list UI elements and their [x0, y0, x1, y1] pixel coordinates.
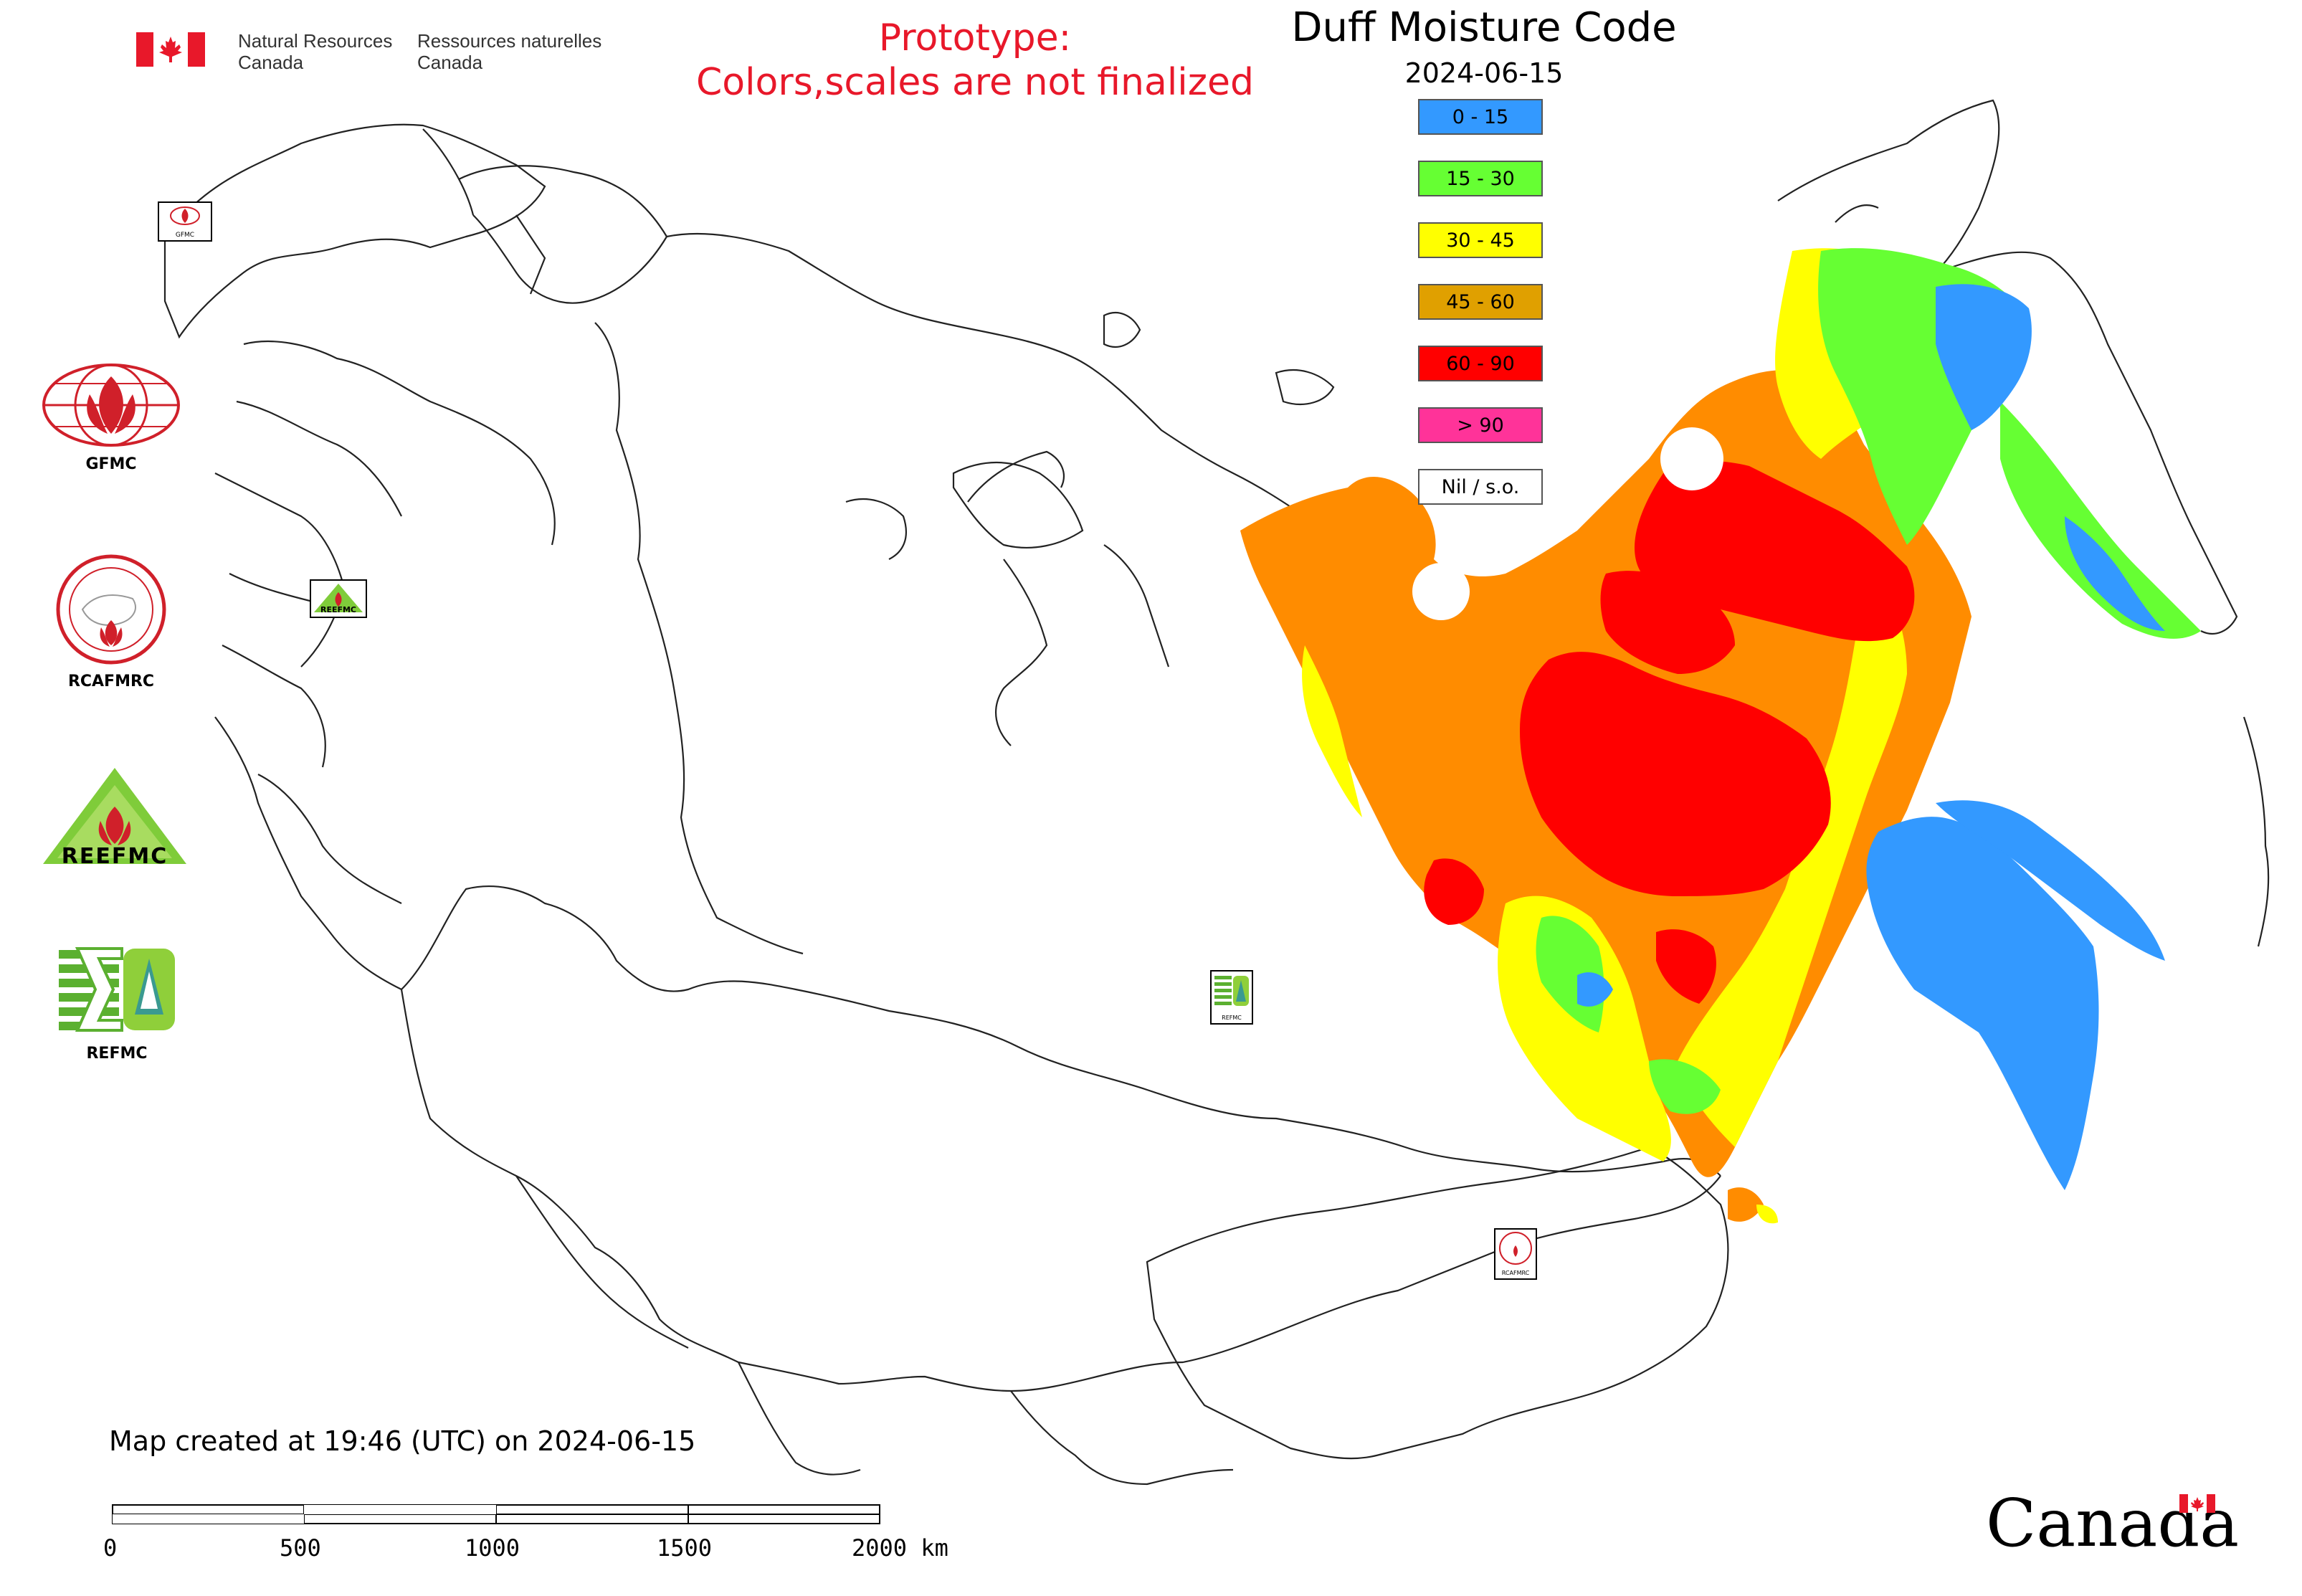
prototype-notice: Prototype: Colors,scales are not finaliz…	[660, 16, 1290, 105]
wordmark-flag-icon	[2179, 1494, 2215, 1513]
country-outlines	[163, 99, 2270, 1486]
legend-item-60-90: 60 - 90	[1418, 346, 1543, 381]
rcafmrc-mini-label: RCAFMRC	[1501, 1270, 1530, 1276]
gfmc-logo: GFMC	[39, 362, 183, 473]
legend-label: 60 - 90	[1446, 352, 1515, 375]
legend-label: 30 - 45	[1446, 229, 1515, 252]
legend-label: 45 - 60	[1446, 290, 1515, 313]
scale-label-0: 0	[103, 1534, 118, 1562]
gfmc-mini-label: GFMC	[175, 232, 195, 239]
map-date: 2024-06-15	[1404, 57, 1564, 89]
refmc-emblem-icon	[56, 943, 178, 1036]
scale-label-1500: 1500	[657, 1534, 713, 1562]
gfmc-label: GFMC	[85, 455, 137, 473]
prototype-line2: Colors,scales are not finalized	[695, 61, 1255, 104]
gfmc-mini-icon	[170, 206, 200, 225]
gov-name-fr-line2: Canada	[417, 52, 483, 73]
map-marker-rcafmrc: RCAFMRC	[1494, 1228, 1537, 1280]
prototype-line1: Prototype:	[878, 16, 1072, 60]
gov-name-en-line2: Canada	[238, 52, 304, 73]
map-marker-reefmc: REEFMC	[310, 579, 367, 618]
dmc-field	[1240, 248, 2201, 1224]
legend-label: > 90	[1457, 414, 1504, 437]
legend-label: 15 - 30	[1446, 167, 1515, 190]
reefmc-mini-label: REEFMC	[320, 605, 357, 614]
rcafmrc-emblem-icon	[56, 554, 166, 665]
canada-wordmark: Canada	[1986, 1484, 2239, 1563]
gov-name-fr: Ressources naturelles Canada	[417, 30, 601, 73]
refmc-mini-label: REFMC	[1222, 1015, 1242, 1021]
gov-name-en-line1: Natural Resources	[238, 30, 393, 52]
rcafmrc-logo: RCAFMRC	[54, 552, 168, 690]
rcafmrc-label: RCAFMRC	[67, 673, 155, 690]
legend-item-over-90: > 90	[1418, 407, 1543, 443]
legend-item-0-15: 0 - 15	[1418, 99, 1543, 135]
refmc-mini-icon	[1214, 976, 1249, 1006]
scale-bar	[112, 1504, 880, 1524]
scale-label-2000: 2000 km	[852, 1534, 948, 1562]
legend-label: 0 - 15	[1452, 105, 1509, 128]
reefmc-mini-icon	[314, 584, 363, 612]
rcafmrc-mini-icon	[1499, 1232, 1532, 1265]
legend-item-nil: Nil / s.o.	[1418, 469, 1543, 505]
legend-item-45-60: 45 - 60	[1418, 284, 1543, 320]
map-marker-gfmc: GFMC	[158, 201, 212, 242]
reefmc-emblem-icon	[43, 768, 186, 864]
legend-item-30-45: 30 - 45	[1418, 222, 1543, 258]
map-marker-refmc: REFMC	[1210, 970, 1253, 1025]
map-title: Duff Moisture Code	[1291, 4, 1677, 51]
map-created-note: Map created at 19:46 (UTC) on 2024-06-15	[109, 1425, 696, 1457]
scale-bar-graphic	[112, 1504, 880, 1524]
scale-label-500: 500	[280, 1534, 321, 1562]
gov-name-en: Natural Resources Canada	[238, 30, 392, 73]
reefmc-logo: REEFMC	[36, 764, 194, 871]
refmc-label: REFMC	[86, 1045, 148, 1063]
gov-name-fr-line1: Ressources naturelles	[417, 30, 602, 52]
gfmc-emblem-icon	[42, 364, 180, 447]
refmc-logo: REFMC	[56, 943, 178, 1063]
legend-label: Nil / s.o.	[1441, 475, 1520, 498]
reefmc-label: REEFMC	[61, 844, 168, 869]
canada-flag-icon	[136, 32, 205, 67]
legend-item-15-30: 15 - 30	[1418, 161, 1543, 196]
scale-label-1000: 1000	[465, 1534, 520, 1562]
